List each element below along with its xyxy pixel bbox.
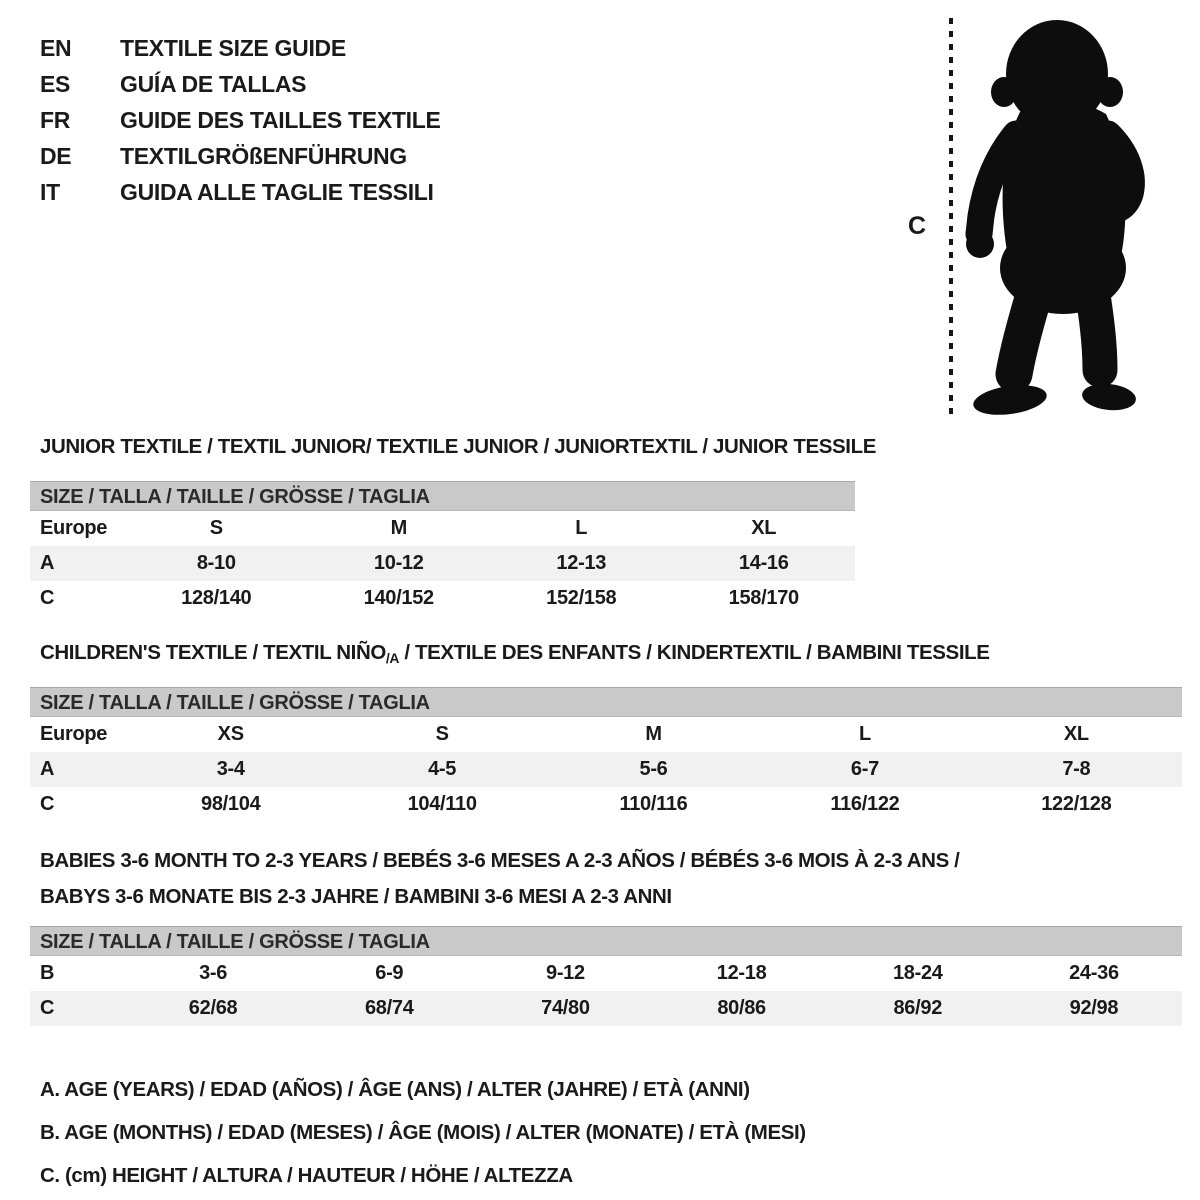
age-cell: 9-12	[546, 962, 585, 984]
legend-line-b: B. AGE (MONTHS) / EDAD (MESES) / ÂGE (MO…	[40, 1121, 806, 1144]
height-cell: 62/68	[188, 997, 238, 1019]
size-cell: L	[575, 517, 588, 539]
table-row-europe: Europe XS S M L XL	[30, 717, 1182, 752]
table-row-height: C 128/140 140/152 152/158 158/170	[30, 581, 855, 616]
size-cell: XS	[217, 723, 244, 745]
size-cell: L	[858, 723, 871, 745]
age-cell: 12-13	[556, 552, 607, 574]
size-cell: M	[645, 723, 662, 745]
row-label: Europe	[40, 723, 108, 745]
language-code: FR	[40, 107, 71, 133]
language-title-list: EN TEXTILE SIZE GUIDE ES GUÍA DE TALLAS …	[40, 30, 441, 210]
size-cell: XL	[751, 517, 777, 539]
age-cell: 4-5	[428, 758, 457, 780]
table-row-age-months: B 3-6 6-9 9-12 12-18 18-24 24-36	[30, 956, 1182, 991]
height-cell: 92/98	[1069, 997, 1119, 1019]
guide-title-en: TEXTILE SIZE GUIDE	[120, 35, 346, 61]
row-label: A	[40, 552, 55, 574]
guide-title-es: GUÍA DE TALLAS	[120, 71, 307, 97]
height-cell: 80/86	[717, 997, 766, 1019]
row-label: Europe	[40, 517, 108, 539]
size-header-bar: SIZE / TALLA / TAILLE / GRÖSSE / TAGLIA	[30, 926, 1182, 956]
language-row-en: EN TEXTILE SIZE GUIDE	[40, 30, 441, 66]
row-label: C	[40, 997, 55, 1019]
children-size-table: SIZE / TALLA / TAILLE / GRÖSSE / TAGLIA …	[30, 687, 1182, 822]
babies-title-line2: BABYS 3-6 MONATE BIS 2-3 JAHRE / BAMBINI…	[40, 885, 672, 908]
height-cell: 140/152	[363, 587, 435, 609]
language-row-de: DE TEXTILGRÖßENFÜHRUNG	[40, 138, 441, 174]
height-cell: 122/128	[1041, 793, 1112, 815]
age-cell: 8-10	[196, 552, 236, 574]
language-code: IT	[40, 179, 60, 205]
age-cell: 24-36	[1069, 962, 1119, 984]
table-row-age: A 8-10 10-12 12-13 14-16	[30, 546, 855, 581]
measure-label-c: C	[908, 212, 927, 240]
language-code: ES	[40, 71, 71, 97]
children-title-text: CHILDREN'S TEXTILE / TEXTIL NIÑO	[40, 641, 386, 664]
table-row-europe: Europe S M L XL	[30, 511, 855, 546]
size-header-bar: SIZE / TALLA / TAILLE / GRÖSSE / TAGLIA	[30, 481, 855, 511]
measurement-legend: A. AGE (YEARS) / EDAD (AÑOS) / ÂGE (ANS)…	[40, 1068, 806, 1197]
legend-line-c: C. (cm) HEIGHT / ALTURA / HAUTEUR / HÖHE…	[40, 1164, 573, 1187]
age-cell: 18-24	[892, 962, 943, 984]
height-cell: 152/158	[546, 587, 617, 609]
babies-size-table: SIZE / TALLA / TAILLE / GRÖSSE / TAGLIA …	[30, 926, 1182, 1026]
age-cell: 3-4	[216, 758, 245, 780]
junior-size-table: SIZE / TALLA / TAILLE / GRÖSSE / TAGLIA …	[30, 481, 855, 616]
height-cell: 110/116	[619, 793, 688, 815]
children-section-title: CHILDREN'S TEXTILE / TEXTIL NIÑO/A / TEX…	[40, 641, 990, 666]
guide-title-fr: GUIDE DES TAILLES TEXTILE	[120, 107, 441, 133]
size-cell: S	[209, 517, 223, 539]
age-cell: 5-6	[639, 758, 668, 780]
children-title-text: / TEXTILE DES ENFANTS / KINDERTEXTIL / B…	[399, 641, 990, 664]
height-dashed-line-icon	[949, 18, 953, 416]
height-cell: 86/92	[893, 997, 943, 1019]
age-cell: 7-8	[1062, 758, 1091, 780]
age-cell: 14-16	[738, 552, 789, 574]
table-row-age: A 3-4 4-5 5-6 6-7 7-8	[30, 752, 1182, 787]
row-label: C	[40, 587, 55, 609]
age-cell: 3-6	[199, 962, 228, 984]
age-cell: 10-12	[373, 552, 424, 574]
language-row-fr: FR GUIDE DES TAILLES TEXTILE	[40, 102, 441, 138]
babies-title-line1: BABIES 3-6 MONTH TO 2-3 YEARS / BEBÉS 3-…	[40, 849, 960, 872]
children-title-sub: /A	[385, 650, 400, 666]
guide-title-de: TEXTILGRÖßENFÜHRUNG	[120, 143, 407, 169]
row-label: C	[40, 793, 55, 815]
height-cell: 104/110	[407, 793, 477, 815]
row-label: B	[40, 962, 55, 984]
size-cell: S	[435, 723, 449, 745]
age-cell: 6-9	[375, 962, 404, 984]
size-cell: XL	[1063, 723, 1089, 745]
guide-title-it: GUIDA ALLE TAGLIE TESSILI	[120, 179, 434, 205]
age-cell: 12-18	[716, 962, 767, 984]
height-cell: 158/170	[728, 587, 800, 609]
row-label: A	[40, 758, 55, 780]
height-cell: 116/122	[830, 793, 900, 815]
junior-section-title: JUNIOR TEXTILE / TEXTIL JUNIOR/ TEXTILE …	[40, 435, 876, 458]
height-cell: 74/80	[541, 997, 590, 1019]
legend-line-a: A. AGE (YEARS) / EDAD (AÑOS) / ÂGE (ANS)…	[40, 1078, 750, 1101]
language-row-es: ES GUÍA DE TALLAS	[40, 66, 441, 102]
table-row-height: C 98/104 104/110 110/116 116/122 122/128	[30, 787, 1182, 822]
table-row-height: C 62/68 68/74 74/80 80/86 86/92 92/98	[30, 991, 1182, 1026]
age-cell: 6-7	[850, 758, 879, 780]
size-cell: M	[390, 517, 408, 539]
language-code: DE	[40, 143, 72, 169]
baby-silhouette-icon	[965, 20, 1145, 415]
height-cell: 68/74	[364, 997, 414, 1019]
height-cell: 128/140	[181, 587, 252, 609]
babies-section-title: BABIES 3-6 MONTH TO 2-3 YEARS / BEBÉS 3-…	[40, 843, 960, 915]
language-row-it: IT GUIDA ALLE TAGLIE TESSILI	[40, 174, 441, 210]
language-code: EN	[40, 35, 72, 61]
size-header-bar: SIZE / TALLA / TAILLE / GRÖSSE / TAGLIA	[30, 687, 1182, 717]
height-cell: 98/104	[201, 793, 261, 815]
